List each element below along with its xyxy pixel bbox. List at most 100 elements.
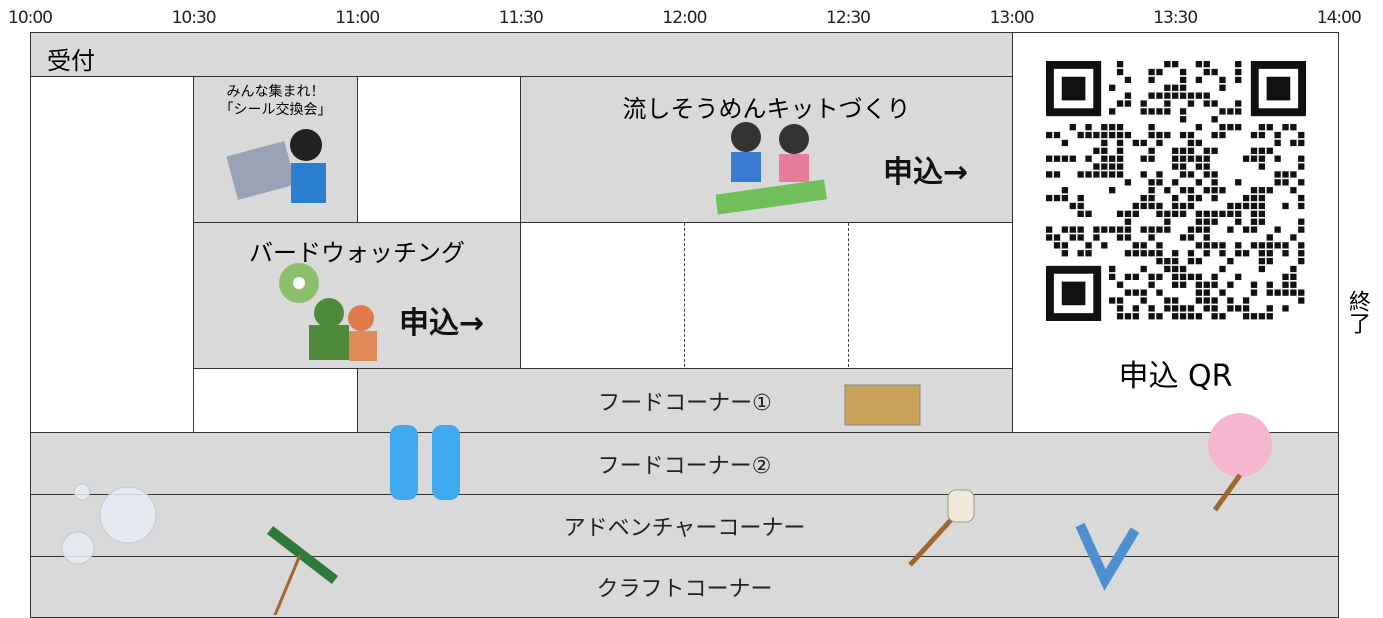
qr-module <box>1156 273 1163 281</box>
qr-module <box>1156 92 1163 99</box>
qr-module <box>1290 289 1297 296</box>
qr-module <box>1061 76 1086 101</box>
qr-module <box>1250 242 1258 249</box>
qr-module <box>1258 202 1266 210</box>
qr-module <box>1219 108 1226 115</box>
qr-module <box>1124 226 1132 233</box>
qr-module <box>1124 76 1132 84</box>
food-corner-2: フードコーナー② <box>30 432 1339 495</box>
qr-module <box>1093 171 1100 178</box>
qr-module <box>1298 194 1305 202</box>
qr-module <box>1250 155 1258 162</box>
qr-module <box>1140 250 1147 257</box>
qr-module <box>1172 210 1179 217</box>
qr-module <box>1290 171 1297 178</box>
qr-module <box>1195 139 1202 147</box>
qr-module <box>1298 155 1305 162</box>
qr-module <box>1195 61 1202 68</box>
qr-module <box>1164 61 1171 68</box>
qr-module <box>1195 257 1202 265</box>
qr-module <box>1172 313 1179 320</box>
qr-module <box>1179 202 1187 210</box>
qr-module <box>1203 68 1210 76</box>
qr-module <box>1274 139 1281 147</box>
qr-module <box>1148 68 1155 76</box>
qr-module <box>1148 313 1155 320</box>
qr-module <box>1211 305 1218 312</box>
qr-module <box>1187 234 1195 241</box>
qr-module <box>1156 202 1163 210</box>
qr-module <box>1156 68 1163 76</box>
qr-module <box>1069 155 1076 162</box>
qr-module <box>1211 297 1218 304</box>
qr-module <box>1061 226 1069 233</box>
qr-module <box>1172 163 1179 170</box>
qr-module <box>1290 187 1297 194</box>
qr-module <box>1298 289 1305 296</box>
qr-module <box>1203 61 1210 68</box>
apply-label: 申込→ <box>883 155 969 190</box>
qr-module <box>1227 257 1234 265</box>
qr-module <box>1140 194 1147 202</box>
time-label: 12:30 <box>826 8 871 28</box>
qr-module <box>1258 124 1266 131</box>
qr-module <box>1187 187 1195 194</box>
qr-module <box>1258 218 1266 225</box>
qr-module <box>1298 218 1305 225</box>
qr-module <box>1179 273 1187 281</box>
qr-module <box>1132 210 1139 217</box>
qr-module <box>1116 131 1124 139</box>
qr-module <box>1266 242 1273 249</box>
qr-module <box>1116 68 1124 76</box>
qr-module <box>1195 281 1202 288</box>
qr-module <box>1266 257 1273 265</box>
qr-module <box>1101 139 1108 147</box>
qr-module <box>1085 131 1092 139</box>
qr-module <box>1124 234 1132 241</box>
qr-module <box>1250 281 1258 288</box>
qr-module <box>1172 257 1179 265</box>
qr-module <box>1069 234 1076 241</box>
qr-module <box>1219 265 1226 273</box>
qr-module <box>1258 163 1266 170</box>
qr-module <box>1140 139 1147 147</box>
qr-module <box>1046 194 1053 202</box>
food-corner-1: フードコーナー① <box>357 368 1013 433</box>
qr-module <box>1109 273 1116 281</box>
qr-module <box>1172 297 1179 304</box>
qr-module <box>1266 187 1273 194</box>
qr-module <box>1156 131 1163 139</box>
qr-module <box>1148 202 1155 210</box>
qr-module <box>1219 124 1226 131</box>
qr-module <box>1235 218 1242 225</box>
qr-module <box>1242 194 1250 202</box>
qr-module <box>1109 155 1116 162</box>
qr-module <box>1203 242 1210 249</box>
somen-kit: 流しそうめんキットづくり 申込→ <box>520 76 1013 223</box>
qr-module <box>1187 313 1195 320</box>
qr-module <box>1211 242 1218 249</box>
qr-module <box>1195 194 1202 202</box>
qr-module <box>1298 250 1305 257</box>
qr-module <box>1219 76 1226 84</box>
qr-module <box>1290 234 1297 241</box>
qr-module <box>1116 155 1124 162</box>
craft-corner: クラフトコーナー <box>30 556 1339 618</box>
qr-module <box>1195 218 1202 225</box>
time-label: 11:00 <box>335 8 380 28</box>
qr-module <box>1274 289 1281 296</box>
qr-module <box>1140 297 1147 304</box>
qr-module <box>1148 187 1155 194</box>
qr-module <box>1298 139 1305 147</box>
bird-watching: バードウォッチング 申込→ <box>193 222 521 369</box>
qr-module <box>1282 289 1289 296</box>
qr-module <box>1124 250 1132 257</box>
qr-module <box>1172 250 1179 257</box>
illustration <box>225 129 326 203</box>
qr-module <box>1132 139 1139 147</box>
qr-module <box>1235 61 1242 68</box>
qr-module <box>1101 226 1108 233</box>
qr-module <box>1195 289 1202 296</box>
qr-module <box>1211 218 1218 225</box>
qr-module <box>1298 202 1305 210</box>
